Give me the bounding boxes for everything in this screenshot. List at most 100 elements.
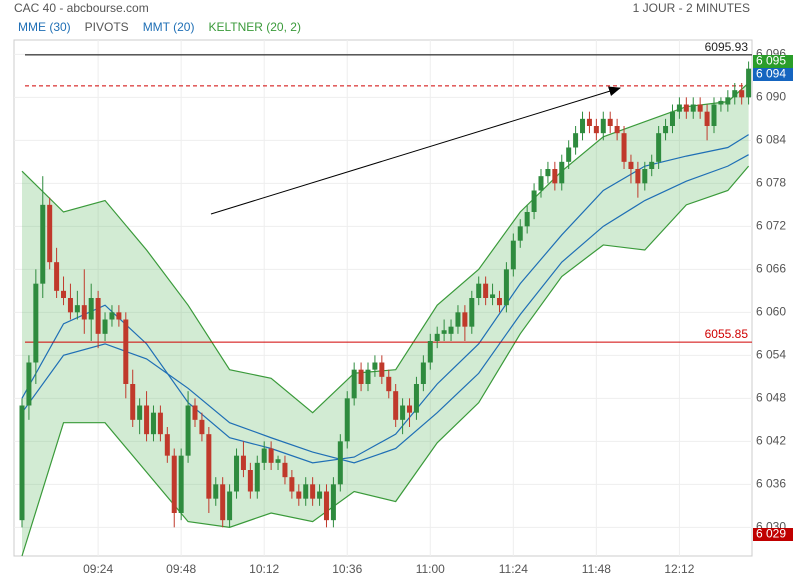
candle-body bbox=[351, 369, 357, 399]
chart-title: CAC 40 - abcbourse.com bbox=[14, 1, 149, 15]
candle-body bbox=[400, 405, 406, 420]
candle-body bbox=[109, 312, 115, 320]
candle-body bbox=[725, 97, 731, 105]
x-tick-label: 11:48 bbox=[582, 562, 611, 576]
legend-entry: PIVOTS bbox=[85, 20, 129, 34]
candle-body bbox=[393, 391, 399, 420]
candle-body bbox=[413, 384, 419, 413]
candle-body bbox=[54, 262, 60, 291]
candle-body bbox=[628, 161, 634, 169]
candle-body bbox=[593, 126, 599, 134]
candle-body bbox=[358, 369, 364, 384]
candle-body bbox=[642, 169, 648, 184]
candle-body bbox=[61, 290, 67, 298]
candle-body bbox=[739, 90, 745, 98]
price-tag-label: 6 029 bbox=[756, 527, 786, 541]
candle-body bbox=[462, 312, 468, 327]
candle-body bbox=[573, 133, 579, 148]
candle-body bbox=[130, 384, 136, 420]
candle-body bbox=[164, 434, 170, 456]
x-tick-label: 10:12 bbox=[249, 562, 279, 576]
candle-body bbox=[247, 470, 253, 492]
candle-body bbox=[580, 118, 586, 134]
candle-body bbox=[607, 118, 613, 126]
candle-body bbox=[240, 455, 246, 470]
candle-body bbox=[746, 68, 752, 98]
y-tick-label: 6 090 bbox=[756, 90, 786, 104]
y-tick-label: 6 048 bbox=[756, 391, 786, 405]
candle-body bbox=[524, 212, 530, 227]
candle-body bbox=[227, 491, 233, 521]
candle-body bbox=[40, 204, 46, 284]
candle-body bbox=[448, 326, 454, 334]
candle-body bbox=[621, 133, 627, 162]
legend-entry: MME (30) bbox=[18, 20, 71, 34]
candle-body bbox=[663, 126, 669, 134]
candle-body bbox=[510, 240, 516, 270]
candle-body bbox=[234, 455, 240, 492]
price-tag bbox=[753, 528, 793, 541]
candle-body bbox=[441, 330, 447, 334]
candle-body bbox=[185, 405, 191, 456]
candle-body bbox=[566, 147, 572, 162]
candle-body bbox=[213, 484, 219, 499]
candle-body bbox=[67, 298, 73, 313]
keltner-upper bbox=[21, 82, 750, 414]
candle-body bbox=[81, 305, 87, 320]
x-tick-label: 09:24 bbox=[83, 562, 113, 576]
candle-body bbox=[123, 319, 129, 384]
candle-body bbox=[261, 448, 267, 463]
candle-body bbox=[74, 305, 80, 313]
y-tick-label: 6 084 bbox=[756, 133, 786, 147]
candle-body bbox=[538, 176, 544, 191]
candle-body bbox=[635, 169, 641, 184]
candle-body bbox=[282, 462, 288, 478]
candle-body bbox=[386, 376, 392, 392]
candle-body bbox=[718, 100, 724, 105]
candle-body bbox=[476, 283, 482, 298]
candle-body bbox=[545, 169, 551, 177]
candle-body bbox=[552, 169, 558, 184]
candle-body bbox=[690, 104, 696, 112]
price-tag-label: 6 095 bbox=[756, 54, 786, 68]
candle-body bbox=[144, 405, 150, 435]
candle-body bbox=[199, 419, 205, 435]
y-tick-label: 6 042 bbox=[756, 434, 786, 448]
candle-body bbox=[683, 104, 689, 112]
level-label: 6095.93 bbox=[705, 40, 749, 54]
candle-body bbox=[559, 161, 565, 184]
candle-body bbox=[420, 362, 426, 384]
candle-body bbox=[600, 118, 606, 134]
plot-frame bbox=[13, 39, 753, 557]
candle-body bbox=[379, 362, 385, 377]
price-tag-label: 6 094 bbox=[756, 67, 786, 81]
candle-body bbox=[669, 111, 675, 126]
x-tick-label: 10:36 bbox=[332, 562, 362, 576]
candle-body bbox=[317, 491, 323, 499]
candle-body bbox=[192, 405, 198, 420]
candle-body bbox=[614, 126, 620, 134]
candle-body bbox=[330, 484, 336, 521]
candle-body bbox=[496, 298, 502, 306]
candle-body bbox=[372, 362, 378, 370]
candle-body bbox=[365, 369, 371, 384]
candle-body bbox=[483, 283, 489, 298]
candle-body bbox=[490, 294, 496, 298]
trend-arrow bbox=[210, 86, 621, 215]
candle-body bbox=[344, 398, 350, 442]
candle-body bbox=[206, 434, 212, 499]
y-tick-label: 6 066 bbox=[756, 262, 786, 276]
candle-body bbox=[503, 269, 509, 306]
keltner-band bbox=[22, 83, 749, 556]
candle-body bbox=[33, 283, 39, 363]
candle-body bbox=[220, 484, 226, 521]
candle-body bbox=[323, 491, 329, 521]
candle-body bbox=[704, 111, 710, 126]
candle-body bbox=[427, 341, 433, 363]
keltner-lower bbox=[21, 165, 750, 557]
y-tick-label: 6 036 bbox=[756, 477, 786, 491]
candle-body bbox=[95, 298, 101, 334]
price-tag bbox=[753, 55, 793, 68]
